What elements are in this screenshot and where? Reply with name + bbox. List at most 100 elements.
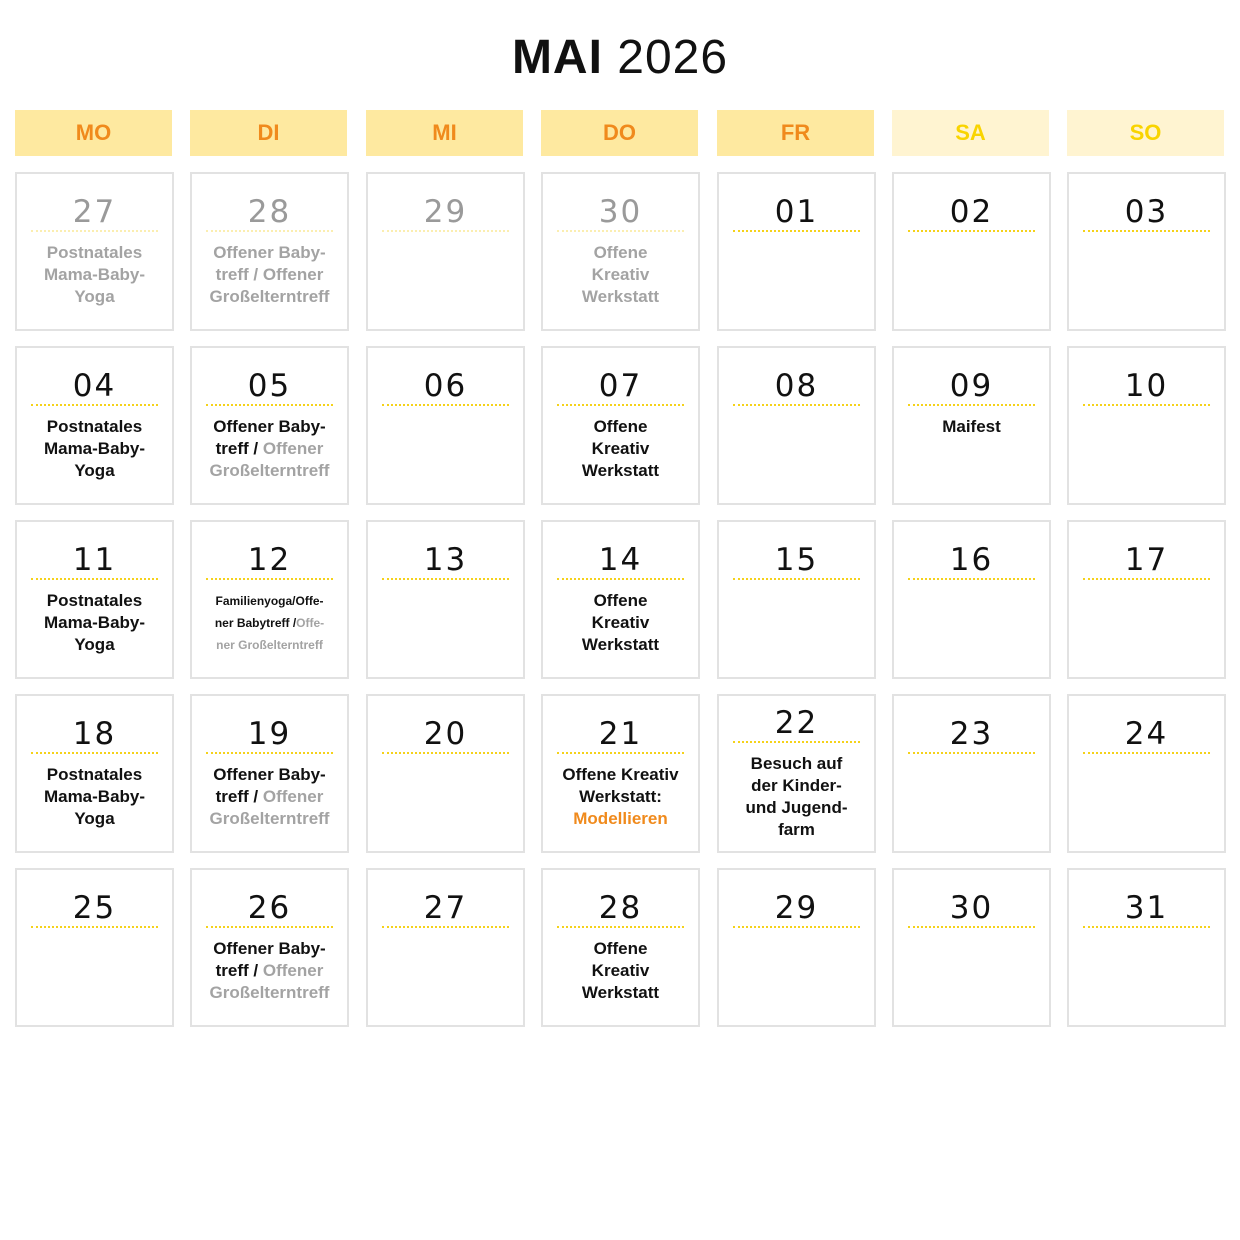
day-cell[interactable]: 10 xyxy=(1067,346,1226,505)
day-number: 20 xyxy=(423,716,468,752)
event-segment: Offene Kreativ Werkstatt xyxy=(581,591,660,654)
dotted-divider xyxy=(382,752,509,754)
event-segment: Modellieren xyxy=(573,809,668,828)
day-number: 17 xyxy=(1124,542,1169,578)
day-cell[interactable]: 08 xyxy=(717,346,876,505)
event-segment: Offene Kreativ Werkstatt xyxy=(581,939,660,1002)
day-cell[interactable]: 16 xyxy=(892,520,1051,679)
day-cell[interactable]: 17 xyxy=(1067,520,1226,679)
day-number: 02 xyxy=(949,194,994,230)
event-segment: Offener Baby- treff / xyxy=(213,939,326,980)
dotted-divider xyxy=(382,926,509,928)
day-cell[interactable]: 28 Offener Baby- treff / Offener Großelte… xyxy=(190,172,349,331)
weekday-header-mi: MI xyxy=(366,110,523,156)
event-segment: Offener Baby- treff / Offener Großeltern… xyxy=(209,243,330,306)
dotted-divider xyxy=(382,230,509,232)
dotted-divider xyxy=(733,926,860,928)
title-month: MAI xyxy=(511,31,603,84)
day-cell[interactable]: 29 xyxy=(366,172,525,331)
day-number: 30 xyxy=(949,890,994,926)
dotted-divider xyxy=(908,752,1035,754)
day-number: 25 xyxy=(72,890,117,926)
event-segment: Maifest xyxy=(942,417,1001,436)
day-number: 29 xyxy=(423,194,468,230)
day-cell[interactable]: 04 Postnatales Mama-Baby- Yoga xyxy=(15,346,174,505)
day-cell[interactable]: 01 xyxy=(717,172,876,331)
day-number: 26 xyxy=(247,890,292,926)
day-cell[interactable]: 26 Offener Baby- treff / Offener Großelte… xyxy=(190,868,349,1027)
day-cell[interactable]: 24 xyxy=(1067,694,1226,853)
day-cell[interactable]: 06 xyxy=(366,346,525,505)
day-number: 15 xyxy=(774,542,819,578)
day-cell[interactable]: 03 xyxy=(1067,172,1226,331)
dotted-divider xyxy=(1083,926,1210,928)
event-text: Offene Kreativ Werkstatt xyxy=(547,242,694,308)
dotted-divider xyxy=(557,404,684,406)
day-number: 22 xyxy=(774,705,819,741)
event-text: Postnatales Mama-Baby- Yoga xyxy=(21,764,168,830)
day-cell[interactable]: 12 Familienyoga/Offe- ner Babytreff /Offe… xyxy=(190,520,349,679)
day-cell[interactable]: 20 xyxy=(366,694,525,853)
day-cell[interactable]: 30 Offene Kreativ Werkstatt xyxy=(541,172,700,331)
dotted-divider xyxy=(206,578,333,580)
weekday-header-do: DO xyxy=(541,110,698,156)
day-cell[interactable]: 31 xyxy=(1067,868,1226,1027)
day-cell[interactable]: 11 Postnatales Mama-Baby- Yoga xyxy=(15,520,174,679)
day-cell[interactable]: 18 Postnatales Mama-Baby- Yoga xyxy=(15,694,174,853)
event-text: Postnatales Mama-Baby- Yoga xyxy=(21,590,168,656)
dotted-divider xyxy=(206,752,333,754)
dotted-divider xyxy=(31,230,158,232)
weekday-header-mo: MO xyxy=(15,110,172,156)
dotted-divider xyxy=(382,578,509,580)
day-cell[interactable]: 30 xyxy=(892,868,1051,1027)
day-cell[interactable]: 28 Offene Kreativ Werkstatt xyxy=(541,868,700,1027)
day-cell[interactable]: 14 Offene Kreativ Werkstatt xyxy=(541,520,700,679)
day-cell[interactable]: 29 xyxy=(717,868,876,1027)
day-number: 28 xyxy=(598,890,643,926)
event-segment: Offe- ner Großelterntreff xyxy=(216,616,325,652)
day-cell[interactable]: 15 xyxy=(717,520,876,679)
day-number: 23 xyxy=(949,716,994,752)
event-segment: Postnatales Mama-Baby- Yoga xyxy=(43,417,146,480)
event-segment: Postnatales Mama-Baby- Yoga xyxy=(43,765,146,828)
day-cell[interactable]: 07 Offene Kreativ Werkstatt xyxy=(541,346,700,505)
event-text: Offener Baby- treff / Offener Großeltern… xyxy=(196,938,343,1004)
day-cell[interactable]: 13 xyxy=(366,520,525,679)
day-cell[interactable]: 23 xyxy=(892,694,1051,853)
day-cell[interactable]: 27 Postnatales Mama-Baby- Yoga xyxy=(15,172,174,331)
weekday-header-so: SO xyxy=(1067,110,1224,156)
day-cell[interactable]: 09 Maifest xyxy=(892,346,1051,505)
event-segment: Offene Kreativ Werkstatt: xyxy=(562,765,679,806)
day-number: 24 xyxy=(1124,716,1169,752)
day-number: 27 xyxy=(72,194,117,230)
day-cell[interactable]: 19 Offener Baby- treff / Offener Großelte… xyxy=(190,694,349,853)
day-cell[interactable]: 27 xyxy=(366,868,525,1027)
event-text: Maifest xyxy=(898,416,1045,438)
day-number: 09 xyxy=(949,368,994,404)
day-number: 04 xyxy=(72,368,117,404)
event-text: Familienyoga/Offe- ner Babytreff /Offe- … xyxy=(196,590,343,656)
day-number: 08 xyxy=(774,368,819,404)
event-text: Offener Baby- treff / Offener Großeltern… xyxy=(196,416,343,482)
day-cell[interactable]: 02 xyxy=(892,172,1051,331)
day-cell[interactable]: 22 Besuch auf der Kinder- und Jugend- far… xyxy=(717,694,876,853)
event-segment: Postnatales Mama-Baby- Yoga xyxy=(43,243,146,306)
day-number: 18 xyxy=(72,716,117,752)
dotted-divider xyxy=(206,404,333,406)
dotted-divider xyxy=(31,926,158,928)
day-cell[interactable]: 21 Offene Kreativ Werkstatt: Modellieren xyxy=(541,694,700,853)
day-number: 21 xyxy=(598,716,643,752)
dotted-divider xyxy=(31,404,158,406)
event-segment: Familienyoga/Offe- ner Babytreff / xyxy=(214,594,324,630)
dotted-divider xyxy=(206,926,333,928)
event-text: Offene Kreativ Werkstatt xyxy=(547,416,694,482)
day-number: 05 xyxy=(247,368,292,404)
day-cell[interactable]: 05 Offener Baby- treff / Offener Großelte… xyxy=(190,346,349,505)
dotted-divider xyxy=(733,230,860,232)
dotted-divider xyxy=(206,230,333,232)
day-cell[interactable]: 25 xyxy=(15,868,174,1027)
day-number: 07 xyxy=(598,368,643,404)
event-text: Offener Baby- treff / Offener Großeltern… xyxy=(196,764,343,830)
day-number: 11 xyxy=(72,542,117,578)
event-segment: Offener Großelterntreff xyxy=(209,787,330,828)
